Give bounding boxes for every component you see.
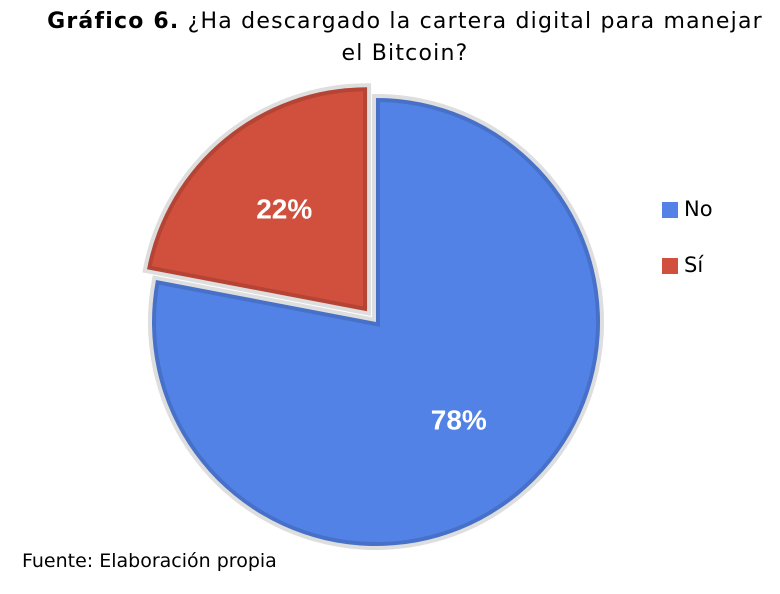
value-label: 22% bbox=[256, 193, 312, 224]
title-text: ¿Ha descargado la cartera digital para m… bbox=[187, 9, 763, 66]
legend-swatch bbox=[662, 202, 678, 218]
title-label: Gráfico 6. bbox=[47, 9, 180, 34]
legend-label: Sí bbox=[684, 253, 704, 277]
value-label: 78% bbox=[431, 404, 487, 435]
pie-slice bbox=[142, 83, 372, 317]
chart-title: Gráfico 6. ¿Ha descargado la cartera dig… bbox=[40, 6, 770, 70]
source: Fuente: Elaboración propia bbox=[22, 550, 277, 572]
pie-slice bbox=[148, 93, 604, 550]
legend-label: No bbox=[684, 197, 713, 221]
legend-swatch bbox=[662, 258, 678, 274]
